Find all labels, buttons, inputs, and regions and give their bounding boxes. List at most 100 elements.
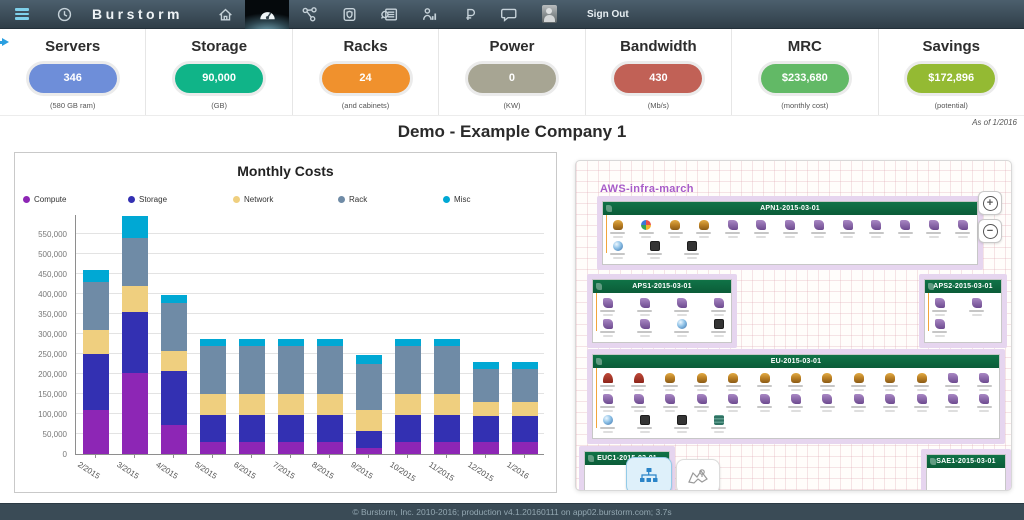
resource-purple: [674, 298, 689, 316]
diagram-box-sae1[interactable]: SAE1-2015-03-01: [926, 454, 1006, 490]
resource-label-line: [851, 406, 867, 408]
bar-slot-6/2015: [232, 215, 271, 454]
bar-segment-network: [160, 351, 187, 372]
stats-row: Servers 346 (580 GB ram) Storage 90,000 (GB) R…: [0, 29, 1024, 116]
bar-segment-misc: [472, 361, 499, 370]
resource-gold: [662, 373, 678, 391]
bar-segment-storage: [316, 415, 343, 442]
resource-icon-row: [932, 319, 994, 337]
stat-value-pill-bandwidth[interactable]: 430: [614, 64, 703, 93]
bar-segment-compute: [394, 441, 421, 454]
gold-resource-icon: [612, 220, 623, 230]
x-axis-tick: [250, 455, 252, 458]
diagram-box-eu[interactable]: EU-2015-03-01: [592, 354, 1000, 439]
diagram-title[interactable]: AWS-infra-march: [600, 183, 694, 195]
resource-label-line: [633, 410, 644, 412]
y-axis-tick-label: 0: [62, 450, 67, 459]
tree-connector-line: [596, 368, 597, 428]
dashboard-tab[interactable]: [245, 0, 290, 29]
resource-purple: [788, 394, 804, 412]
home-button[interactable]: [205, 0, 245, 29]
resource-gold: [882, 373, 898, 391]
hierarchy-view-button[interactable]: [626, 457, 672, 490]
collapse-arrow-icon[interactable]: [0, 38, 9, 46]
resource-label-line: [934, 314, 945, 316]
legend-label: Misc: [454, 194, 471, 204]
resource-label-line: [976, 385, 992, 387]
stat-card-racks: Racks 24 (and cabinets): [293, 29, 440, 115]
diagram-box-halo-aps1: APS1-2015-03-01: [587, 274, 737, 348]
diagram-box-apn1[interactable]: APN1-2015-03-01: [602, 201, 978, 265]
chat-icon: [501, 8, 517, 22]
partners-button[interactable]: [289, 0, 329, 29]
resource-label-line: [819, 385, 835, 387]
leaf-icon: [930, 458, 936, 465]
leaf-icon: [606, 205, 612, 212]
map-view-button[interactable]: [676, 459, 720, 490]
stacked-bar-2/2015: [82, 270, 109, 454]
legend-item-rack: Rack: [338, 191, 443, 207]
resource-label-line: [639, 314, 650, 316]
x-axis-label: 5/2015: [192, 460, 219, 481]
stat-value-pill-savings[interactable]: $172,896: [907, 64, 996, 93]
stat-value-pill-storage[interactable]: 90,000: [175, 64, 264, 93]
x-axis-label: 9/2015: [349, 460, 375, 481]
purple-resource-icon: [928, 220, 939, 230]
stat-value-pill-power[interactable]: 0: [467, 64, 556, 93]
stacked-bar-7/2015: [277, 338, 304, 454]
resource-label-line: [790, 410, 801, 412]
stat-value-pill-mrc[interactable]: $233,680: [760, 64, 849, 93]
inventory-button[interactable]: [369, 0, 409, 29]
pricing-button[interactable]: [449, 0, 489, 29]
resource-label-line: [947, 389, 958, 391]
resource-label-line: [684, 253, 699, 255]
menu-button[interactable]: [0, 0, 44, 29]
resource-purple: [725, 394, 741, 412]
stat-value-pill-racks[interactable]: 24: [321, 64, 410, 93]
gridline: [76, 373, 544, 374]
resource-dark: [674, 415, 689, 433]
x-axis-tick: [133, 455, 135, 458]
people-icon: [422, 7, 436, 20]
resource-label-line: [670, 236, 680, 238]
diagram-box-aps2[interactable]: APS2-2015-03-01: [924, 279, 1002, 343]
resource-label-line: [811, 232, 827, 234]
resource-purple: [600, 319, 615, 337]
resource-label-line: [725, 385, 741, 387]
resource-label-line: [612, 236, 623, 238]
bar-segment-storage: [394, 415, 421, 442]
resource-globe: [610, 241, 625, 259]
purple-resource-icon: [971, 298, 982, 308]
x-axis-label: 7/2015: [271, 460, 297, 481]
resource-label-line: [822, 410, 833, 412]
diagram-box-label: APS2-2015-03-01: [933, 283, 993, 290]
y-axis-tick-label: 500,000: [38, 250, 67, 259]
chat-button[interactable]: [489, 0, 529, 29]
chart-bars: [76, 215, 544, 454]
dark-resource-icon: [649, 241, 660, 251]
sign-out-button[interactable]: Sign Out: [587, 8, 629, 20]
resource-label-line: [757, 406, 773, 408]
diagram-box-body-apn1: [603, 215, 977, 264]
resource-label-line: [932, 310, 947, 312]
zoom-out-button[interactable]: −: [978, 219, 1002, 243]
products-button[interactable]: [329, 0, 369, 29]
avatar-button[interactable]: [529, 0, 569, 29]
gold-resource-icon: [698, 220, 709, 230]
stat-value-pill-servers[interactable]: 346: [28, 64, 117, 93]
resource-label-line: [840, 232, 855, 234]
resource-label-line: [882, 385, 898, 387]
legend-dot-icon: [443, 195, 450, 203]
stat-label-power: Power: [489, 38, 535, 55]
resource-label-line: [602, 389, 613, 391]
zoom-in-button[interactable]: +: [978, 191, 1002, 215]
resource-icon-row: [600, 373, 992, 391]
resource-label-line: [785, 236, 795, 238]
diagram-box-aps1[interactable]: APS1-2015-03-01: [592, 279, 732, 343]
resource-label-line: [759, 410, 770, 412]
gridline: [76, 253, 544, 254]
history-button[interactable]: [44, 0, 84, 29]
people-button[interactable]: [409, 0, 449, 29]
diagram-box-halo-aps2: APS2-2015-03-01: [919, 274, 1007, 348]
purple-resource-icon: [900, 220, 910, 230]
